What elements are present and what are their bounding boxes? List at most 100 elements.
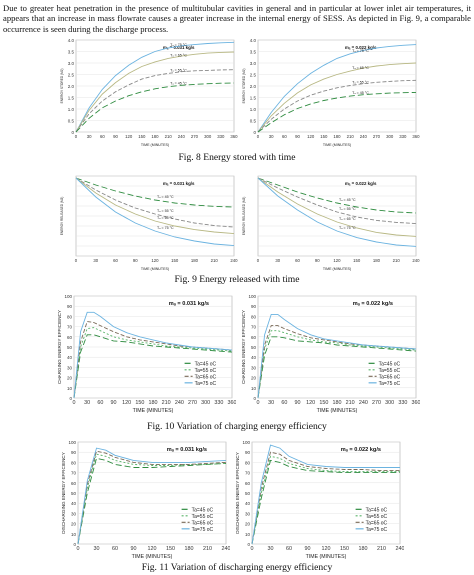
fig11-right-chart: 0 10 20 30 40 50 60 70 80 90 100 0 30 60 90 120 150 180 21… [234, 438, 404, 560]
x-tick-label: 30 [268, 400, 274, 406]
y-tick-label: 70 [71, 471, 77, 476]
series-label: Tₐ = 45 °C [339, 198, 356, 202]
y-tick-label: 100 [242, 440, 250, 445]
y-tick-label: 2.5 [68, 73, 75, 78]
y-tick-label: 80 [251, 314, 257, 319]
y-tick-label: 4.0 [250, 38, 257, 43]
series-line-3 [257, 177, 417, 247]
x-tick-label: 30 [268, 546, 274, 552]
x-tick-label: 150 [319, 400, 328, 406]
x-tick-label: 30 [93, 258, 98, 263]
x-tick-label: 240 [412, 258, 420, 263]
y-tick-label: 10 [71, 532, 77, 537]
y-axis-label: CHARGING ENERGY EFFICIENCY [57, 310, 62, 384]
series-line-0 [257, 44, 417, 133]
y-tick-label: 90 [67, 304, 73, 309]
legend-entry: Ta=45 oC [379, 361, 401, 367]
x-tick-label: 270 [372, 400, 381, 406]
series-label: Tₐ = 45 °C [170, 82, 187, 86]
y-tick-label: 10 [67, 386, 73, 391]
x-tick-label: 150 [166, 546, 175, 552]
x-tick-label: 60 [112, 546, 118, 552]
x-tick-label: 90 [295, 134, 300, 139]
y-tick-label: 100 [64, 294, 72, 299]
series-label: Tₐ = 75 °C [157, 226, 174, 230]
x-axis-label: TIME (MINUTES) [132, 554, 173, 560]
series-line-3 [75, 177, 235, 247]
x-tick-label: 360 [228, 400, 237, 406]
x-tick-label: 120 [151, 258, 159, 263]
y-tick-label: 1.0 [68, 107, 75, 112]
series-label: Tₐ = 75 °C [352, 49, 369, 53]
x-tick-label: 180 [333, 400, 342, 406]
x-tick-label: 300 [386, 134, 394, 139]
fig8b-svg: 0 0.5 1.0 1.5 2.0 2.5 3.0 3.5 4.0 0 30 60 90 120 150 18… [242, 38, 420, 147]
series-line-2 [75, 69, 235, 133]
y-tick-label: 3.5 [68, 50, 75, 55]
y-tick-label: 10 [251, 386, 257, 391]
x-tick-label: 330 [398, 400, 407, 406]
y-tick-label: 50 [245, 491, 251, 496]
x-tick-label: 240 [178, 134, 186, 139]
fig11-caption: Fig. 11 Variation of discharging energy … [141, 562, 333, 573]
series-line-3 [73, 311, 233, 399]
y-tick-label: 30 [67, 365, 73, 370]
x-tick-label: 210 [165, 134, 173, 139]
series-line-0 [257, 177, 417, 214]
y-tick-label: 50 [251, 345, 257, 350]
x-tick-label: 330 [214, 400, 223, 406]
x-tick-label: 210 [377, 546, 386, 552]
legend-entry: Ta=75 oC [379, 381, 401, 387]
x-axis-label: TIME (MINUTES) [141, 143, 169, 147]
x-tick-label: 120 [307, 134, 315, 139]
y-tick-label: 1.5 [68, 96, 75, 101]
series-line-3 [251, 444, 400, 545]
x-tick-label: 0 [251, 546, 254, 552]
fig10-right-chart: 0 10 20 30 40 50 60 70 80 90 100 0 30 60 90 120 150 180 21… [240, 292, 420, 414]
y-tick-label: 3.5 [250, 50, 257, 55]
y-tick-label: 2.0 [68, 84, 75, 89]
y-tick-label: 40 [245, 501, 251, 506]
legend-entry: Ta=65 oC [366, 520, 388, 526]
x-tick-label: 30 [87, 134, 92, 139]
x-tick-label: 330 [399, 134, 407, 139]
x-tick-label: 150 [353, 258, 361, 263]
y-tick-label: 3.0 [250, 61, 257, 66]
series-label: Tₐ = 55 °C [170, 68, 187, 72]
x-tick-label: 90 [113, 134, 118, 139]
y-tick-label: 30 [245, 511, 251, 516]
x-tick-label: 210 [162, 400, 171, 406]
x-tick-label: 300 [385, 400, 394, 406]
series-line-3 [257, 313, 417, 399]
series-line-1 [257, 330, 417, 399]
y-tick-label: 0 [73, 542, 76, 547]
x-tick-label: 180 [191, 258, 199, 263]
series-line-0 [75, 177, 235, 208]
mass-flow-annotation: mₐ = 0.031 kg/s [163, 45, 195, 50]
fig10b-svg: 0 10 20 30 40 50 60 70 80 90 100 0 30 60 90 120 150 180 21… [241, 294, 420, 414]
series-label: Tₐ = 65 °C [170, 53, 187, 57]
y-tick-label: 70 [245, 471, 251, 476]
mass-flow-annotation: mₐ = 0.031 kg/s [163, 181, 195, 186]
series-label: Tₐ = 55 °C [157, 209, 174, 213]
x-tick-label: 180 [359, 546, 368, 552]
y-tick-label: 40 [67, 355, 73, 360]
y-tick-label: 20 [245, 522, 251, 527]
x-tick-label: 0 [257, 258, 260, 263]
x-tick-label: 60 [295, 258, 300, 263]
x-tick-label: 60 [281, 400, 287, 406]
x-axis-label: TIME (MINUTES) [323, 143, 351, 147]
y-tick-label: 100 [248, 294, 256, 299]
y-tick-label: 50 [67, 345, 73, 350]
y-tick-label: 30 [71, 511, 77, 516]
y-tick-label: 60 [251, 335, 257, 340]
series-label: Tₐ = 75 °C [170, 43, 187, 47]
x-tick-label: 270 [373, 134, 381, 139]
fig8a-svg: 0 0.5 1.0 1.5 2.0 2.5 3.0 3.5 4.0 0 30 60 90 120 150 18… [60, 38, 238, 147]
x-tick-label: 0 [75, 134, 78, 139]
y-tick-label: 0 [69, 396, 72, 401]
x-tick-label: 210 [393, 258, 401, 263]
x-tick-label: 60 [113, 258, 118, 263]
y-tick-label: 4.0 [68, 38, 75, 43]
y-tick-label: 10 [245, 532, 251, 537]
